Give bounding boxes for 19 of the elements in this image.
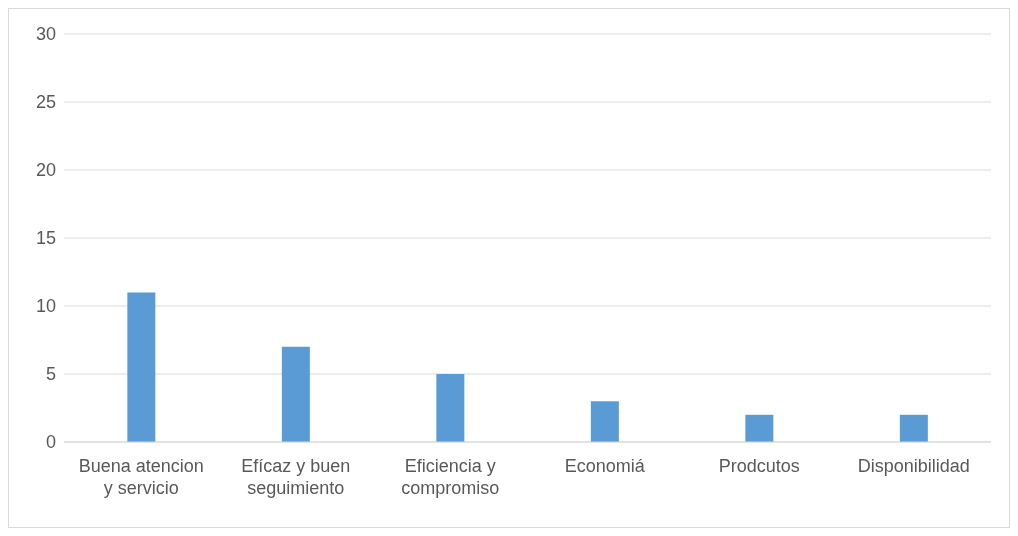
y-tick-label: 25 bbox=[35, 92, 56, 113]
y-tick-label: 5 bbox=[45, 364, 56, 385]
x-tick-label: Prodcutos bbox=[718, 456, 800, 476]
x-tick-label: Economiá bbox=[564, 456, 646, 476]
bar bbox=[899, 414, 928, 442]
y-tick-label: 20 bbox=[35, 160, 56, 181]
bar bbox=[436, 374, 465, 442]
y-tick-label: 15 bbox=[35, 228, 56, 249]
x-tick-label: Eficiencia y compromiso bbox=[401, 456, 500, 498]
bar bbox=[281, 346, 310, 442]
y-tick-label: 30 bbox=[35, 24, 56, 45]
x-tick-label: Disponibilidad bbox=[857, 456, 970, 476]
bar bbox=[590, 401, 619, 442]
bar bbox=[127, 292, 156, 442]
x-tick-label: Buena atencion y servicio bbox=[78, 456, 204, 498]
x-tick-label: Efícaz y buen seguimiento bbox=[241, 456, 351, 498]
y-tick-label: 0 bbox=[45, 432, 56, 453]
bar bbox=[745, 414, 774, 442]
y-tick-label: 10 bbox=[35, 296, 56, 317]
